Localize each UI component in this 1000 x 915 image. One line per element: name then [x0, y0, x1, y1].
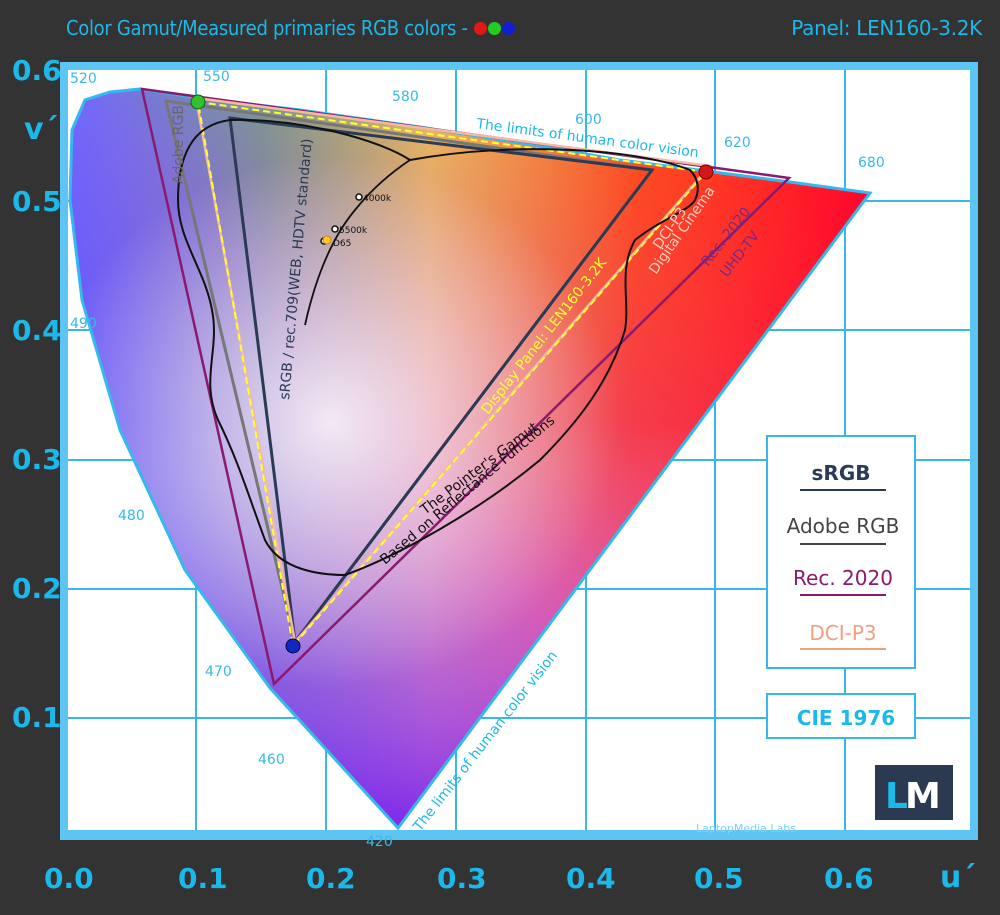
wl-580: 580 [392, 89, 419, 105]
x-axis-label: u´ [940, 860, 977, 895]
legend-srgb: sRGB [812, 461, 871, 485]
measured-white-point [322, 235, 332, 245]
d65-label: D65 [333, 239, 351, 249]
wl-470: 470 [205, 664, 232, 680]
y-tick-0.5: 0.5 [12, 185, 62, 218]
lm-logo [875, 765, 953, 820]
wl-490: 490 [70, 316, 97, 332]
wl-420: 420 [366, 834, 393, 850]
chart-title: Color Gamut/Measured primaries RGB color… [66, 16, 515, 40]
y-tick-0.3: 0.3 [12, 443, 62, 476]
legend-rec2020: Rec. 2020 [793, 566, 893, 590]
wl-620: 620 [724, 135, 751, 151]
y-axis-label: v´ [24, 112, 59, 147]
srgb-triangle [228, 116, 655, 646]
wl-480: 480 [118, 508, 145, 524]
red-dot-icon [473, 21, 487, 35]
lm-logo-m: M [905, 776, 941, 817]
y-tick-0.1: 0.1 [12, 701, 62, 734]
red-primary-point [698, 164, 714, 180]
wl-550: 550 [203, 69, 230, 85]
cie-label: CIE 1976 [797, 706, 895, 730]
panel-label: Panel: LEN160-3.2K [791, 16, 982, 40]
x-tick-0.3: 0.3 [437, 862, 487, 895]
cie-box [766, 693, 916, 739]
cct-5500k-label: 5500k [339, 226, 368, 236]
chart-title-text: Color Gamut/Measured primaries RGB color… [66, 16, 468, 40]
cct-4000k-label: 4000k [363, 194, 392, 204]
legend-box [766, 435, 916, 669]
primaries-dots [473, 21, 515, 35]
planckian-locus [304, 159, 411, 326]
x-tick-0.6: 0.6 [824, 862, 874, 895]
y-tick-0.6: 0.6 [12, 54, 62, 87]
green-dot-icon [487, 21, 501, 35]
x-tick-0.0: 0.0 [44, 862, 94, 895]
wl-600: 600 [575, 112, 602, 128]
wl-520: 520 [70, 71, 97, 87]
cct-5500k-marker [331, 225, 339, 233]
blue-dot-icon [501, 21, 515, 35]
wl-680: 680 [858, 155, 885, 171]
x-tick-0.2: 0.2 [306, 862, 356, 895]
y-tick-0.4: 0.4 [12, 314, 62, 347]
x-tick-0.4: 0.4 [566, 862, 616, 895]
legend-dci-p3: DCI-P3 [809, 621, 876, 645]
cct-4000k-marker [355, 193, 363, 201]
lm-logo-l: L [885, 776, 908, 817]
y-tick-0.2: 0.2 [12, 572, 62, 605]
x-tick-0.1: 0.1 [178, 862, 228, 895]
legend-adobe-rgb: Adobe RGB [787, 514, 900, 538]
x-tick-0.5: 0.5 [694, 862, 744, 895]
green-primary-point [190, 94, 206, 110]
adobe-rgb-label: Adobe RGB [171, 105, 187, 184]
wl-460: 460 [258, 752, 285, 768]
wavelength-labels: 520 550 580 600 620 680 490 480 470 460 … [70, 69, 885, 850]
pointer-gamut-outline [176, 118, 699, 577]
blue-primary-point [285, 638, 301, 654]
watermark: LaptopMedia Labs [696, 822, 796, 835]
display-panel-triangle [196, 100, 708, 649]
